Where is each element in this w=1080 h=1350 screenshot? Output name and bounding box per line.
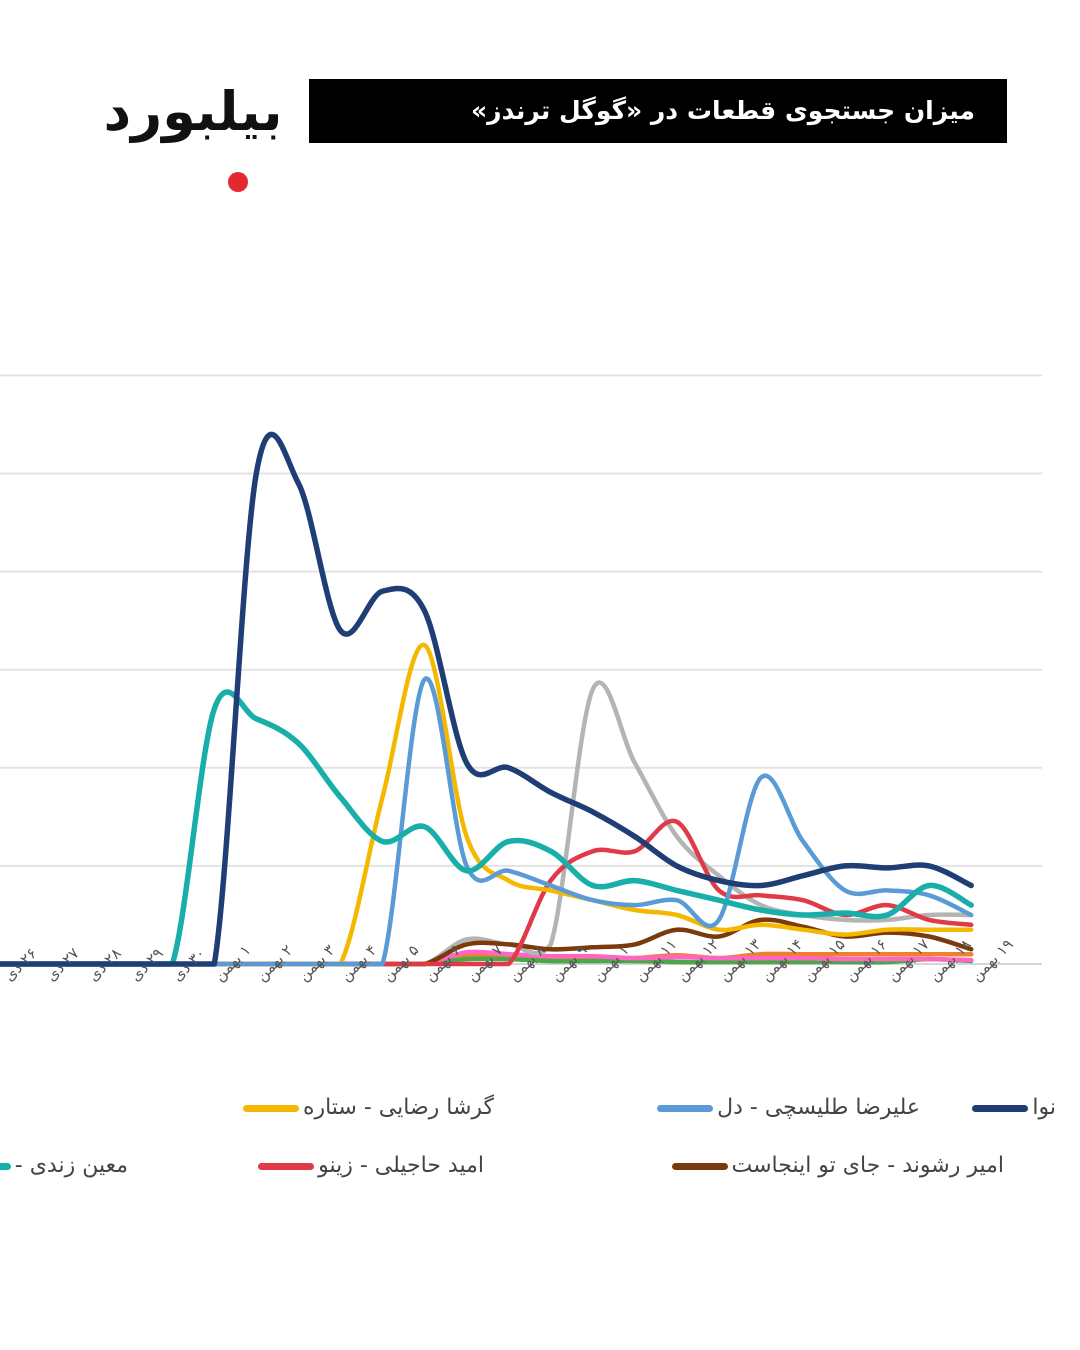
legend-item: امید حاجیلی - زینو [258, 1146, 484, 1186]
series-line-1 [0, 689, 974, 967]
legend-item: علیرضا طلیسچی - دل [657, 1088, 920, 1128]
legend-item: گرشا رضایی - ستاره [242, 1088, 494, 1128]
series-line-0 [0, 431, 974, 967]
legend-item: معین زندی - [0, 1146, 128, 1186]
legend-label: گرشا رضایی - ستاره [302, 1095, 494, 1120]
brand-logo-text: بیلبورد [103, 80, 284, 143]
legend-label: علیرضا طلیسچی - دل [717, 1095, 920, 1120]
series-line-3 [0, 676, 974, 967]
legend-swatch [258, 1162, 315, 1170]
series-line-4 [0, 680, 974, 967]
legend-label: نوا [1032, 1095, 1056, 1120]
legend-swatch [242, 1104, 299, 1112]
legend-swatch [671, 1162, 728, 1170]
legend-label: معین زندی - [14, 1153, 128, 1178]
legend-label: امیر رشوند - جای تو اینجاست [731, 1153, 1005, 1178]
brand-logo-dot [228, 172, 248, 192]
legend-item: امیر رشوند - جای تو اینجاست [671, 1146, 1005, 1186]
brand-logo: بیلبورد [88, 72, 298, 192]
legend-swatch [657, 1104, 714, 1112]
legend-swatch [972, 1104, 1029, 1112]
title-bar: میزان جستجوی قطعات در «گوگل ترندز» [309, 79, 1007, 143]
legend-label: امید حاجیلی - زینو [318, 1153, 484, 1178]
x-tick-label: ۱۹ بهمن [967, 935, 1017, 985]
page-title: میزان جستجوی قطعات در «گوگل ترندز» [470, 96, 975, 125]
legend-swatch [0, 1162, 11, 1170]
legend-item: نوا [972, 1088, 1056, 1128]
